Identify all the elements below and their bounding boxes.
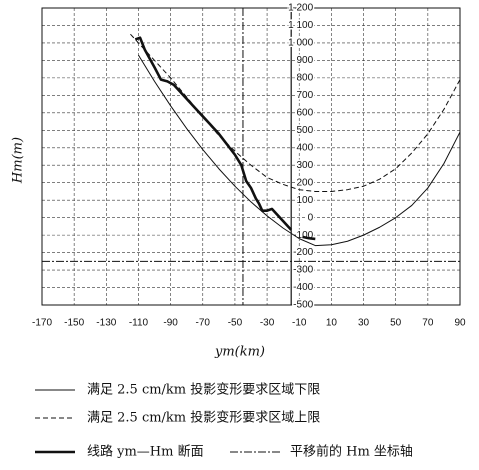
y-tick-label: 200	[297, 177, 314, 188]
y-tick-label: 1 100	[288, 20, 313, 31]
y-tick-label: -300	[293, 265, 313, 276]
y-tick-label: 800	[297, 73, 314, 84]
legend-label: 满足 2.5 cm/km 投影变形要求区域下限	[87, 382, 320, 398]
x-tick-label: -90	[163, 318, 178, 329]
x-tick-label: 30	[358, 318, 370, 329]
y-tick-label: -500	[293, 300, 313, 311]
x-tick-label: -110	[129, 318, 149, 329]
y-tick-label: 1 200	[288, 3, 313, 14]
y-tick-label: -200	[293, 247, 313, 258]
x-tick-label: 90	[454, 318, 466, 329]
y-tick-label: 1 000	[288, 38, 313, 49]
x-tick-label: -170	[32, 318, 52, 329]
y-tick-label: 300	[297, 160, 314, 171]
y-tick-label: 700	[297, 90, 314, 101]
y-tick-label: 600	[297, 107, 314, 118]
plot-frame	[41, 7, 461, 306]
x-tick-label: -50	[228, 318, 243, 329]
x-tick-label: -130	[96, 318, 116, 329]
x-tick-label: -30	[260, 318, 275, 329]
x-tick-label: -150	[64, 318, 84, 329]
y-tick-label: 500	[297, 125, 314, 136]
y-tick-label: 100	[297, 195, 314, 206]
y-tick-label: -400	[293, 282, 313, 293]
x-tick-label: 70	[422, 318, 434, 329]
legend-label: 平移前的 Hm 坐标轴	[290, 444, 413, 460]
series-line	[134, 36, 316, 241]
x-tick-label: 50	[390, 318, 402, 329]
x-tick-label: 10	[326, 318, 338, 329]
series-line	[138, 54, 461, 247]
x-axis-label: ym(km)	[214, 345, 265, 360]
y-tick-label: 900	[297, 55, 314, 66]
x-tick-label: -70	[196, 318, 211, 329]
legend-label: 满足 2.5 cm/km 投影变形要求区域上限	[87, 410, 320, 426]
y-tick-label: 0	[308, 212, 314, 223]
legend-label: 线路 ym—Hm 断面	[87, 444, 204, 460]
y-tick-label: 400	[297, 142, 314, 153]
x-tick-label: -10	[292, 318, 307, 329]
y-axis-label: Hm(m)	[11, 137, 26, 184]
